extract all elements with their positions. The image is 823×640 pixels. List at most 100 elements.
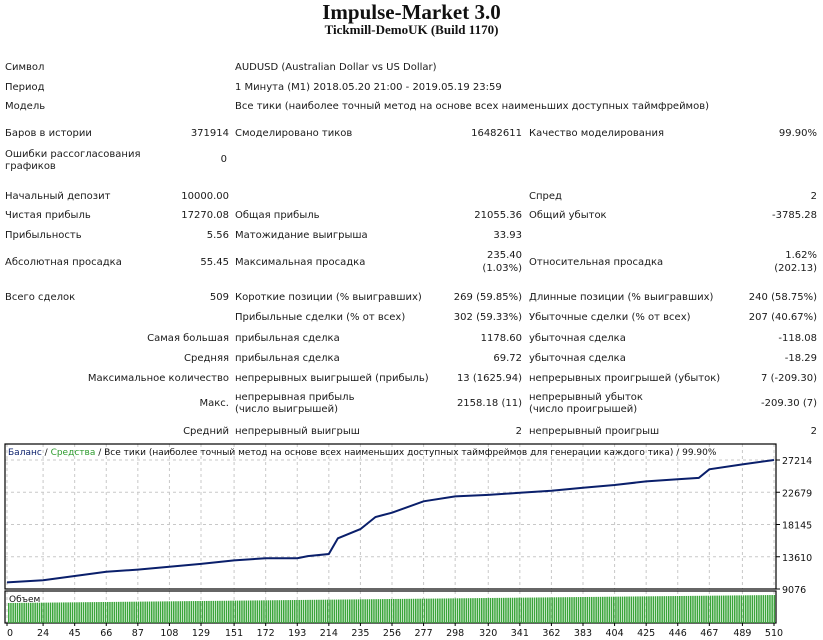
- deposit-value: 10000.00: [181, 191, 229, 202]
- svg-text:341: 341: [511, 628, 529, 639]
- rel-drawdown-amount: (202.13): [774, 263, 817, 274]
- profit-factor-value: 5.56: [206, 230, 229, 241]
- legend-balance: Баланс: [8, 448, 42, 458]
- svg-text:277: 277: [415, 628, 433, 639]
- svg-text:235: 235: [351, 628, 369, 639]
- average-profit-value: 69.72: [493, 353, 522, 364]
- symbol-label: Символ: [5, 62, 45, 73]
- abs-drawdown-value: 55.45: [200, 257, 229, 268]
- report-subtitle: Tickmill-DemoUK (Build 1170): [324, 22, 499, 37]
- avg-consecutive-wins-label: непрерывный выигрыш: [235, 426, 360, 437]
- largest-loss-value: -118.08: [778, 333, 817, 344]
- gross-profit-label: Общая прибыль: [235, 210, 320, 221]
- max-amount-label: Макс.: [199, 398, 229, 409]
- symbol-value: AUDUSD (Australian Dollar vs US Dollar): [235, 62, 437, 73]
- average-profit-label: прибыльная сделка: [235, 353, 340, 364]
- spread-value: 2: [810, 191, 817, 202]
- volume-bars: [8, 595, 776, 623]
- report-title: Impulse-Market 3.0: [322, 0, 501, 24]
- average-label: Средняя: [184, 353, 229, 364]
- bars-value: 371914: [190, 128, 229, 139]
- profit-trades-value: 302 (59.33%): [453, 312, 522, 323]
- svg-text:172: 172: [257, 628, 275, 639]
- max-amount-profit-label: непрерывная прибыль (число выигрышей): [235, 392, 355, 415]
- svg-text:0: 0: [7, 628, 13, 639]
- short-pos-value: 269 (59.85%): [453, 292, 522, 303]
- ticks-label: Смоделировано тиков: [235, 128, 353, 139]
- svg-text:446: 446: [669, 628, 687, 639]
- bars-label: Баров в истории: [5, 128, 92, 139]
- svg-text:383: 383: [574, 628, 592, 639]
- avg-consecutive-losses-value: 2: [810, 426, 817, 437]
- avg-consecutive-wins-value: 2: [515, 426, 522, 437]
- quality-label: Качество моделирования: [529, 128, 664, 139]
- balance-line: [6, 459, 775, 584]
- rel-drawdown-label: Относительная просадка: [529, 257, 664, 268]
- main-chart-frame: [4, 443, 777, 590]
- legend-description: / Все тики (наиболее точный метод на осн…: [95, 448, 717, 458]
- max-count-losses-value: 7 (-209.30): [761, 373, 817, 384]
- svg-text:489: 489: [733, 628, 751, 639]
- avg-consecutive-label: Средний: [183, 426, 229, 437]
- svg-text:404: 404: [606, 628, 624, 639]
- svg-text:24: 24: [37, 628, 49, 639]
- profit-trades-label: Прибыльные сделки (% от всех): [235, 312, 406, 323]
- average-loss-label: убыточная сделка: [529, 353, 626, 364]
- loss-trades-value: 207 (40.67%): [748, 312, 817, 323]
- svg-text:9076: 9076: [782, 585, 806, 596]
- max-count-wins-value: 13 (1625.94): [456, 373, 522, 384]
- max-drawdown-percent: (1.03%): [482, 263, 522, 274]
- svg-text:298: 298: [446, 628, 464, 639]
- mismatch-value: 0: [220, 154, 227, 165]
- svg-text:467: 467: [700, 628, 718, 639]
- total-trades-label: Всего сделок: [5, 292, 76, 303]
- y-axis: 27214 22679 18145 13610 9076: [776, 456, 812, 596]
- volume-panel-frame: [4, 590, 777, 624]
- max-amount-loss-label: непрерывный убыток (число проигрышей): [529, 392, 643, 415]
- svg-text:256: 256: [383, 628, 401, 639]
- abs-drawdown-label: Абсолютная просадка: [5, 257, 122, 268]
- largest-loss-label: убыточная сделка: [529, 333, 626, 344]
- svg-text:510: 510: [765, 628, 783, 639]
- long-pos-label: Длинные позиции (% выигравших): [529, 292, 714, 303]
- ticks-value: 16482611: [471, 128, 522, 139]
- svg-text:193: 193: [288, 628, 306, 639]
- deposit-label: Начальный депозит: [5, 191, 111, 202]
- largest-profit-label: прибыльная сделка: [235, 333, 340, 344]
- max-amount-loss-value: -209.30 (7): [761, 398, 817, 409]
- svg-text:425: 425: [637, 628, 655, 639]
- svg-text:45: 45: [69, 628, 81, 639]
- profit-factor-label: Прибыльность: [5, 230, 82, 241]
- model-value: Все тики (наиболее точный метод на основ…: [235, 101, 710, 112]
- quality-value: 99.90%: [778, 128, 817, 139]
- rel-drawdown-value: 1.62%: [785, 250, 817, 261]
- chart-legend: Баланс / Средства / Все тики (наиболее т…: [8, 448, 717, 458]
- svg-text:27214: 27214: [782, 456, 812, 467]
- avg-consecutive-losses-label: непрерывный проигрыш: [529, 426, 660, 437]
- svg-text:13610: 13610: [782, 553, 812, 564]
- gross-loss-value: -3785.28: [772, 210, 817, 221]
- max-count-losses-label: непрерывных проигрышей (убыток): [529, 373, 721, 384]
- svg-text:18145: 18145: [782, 521, 812, 532]
- max-count-wins-label: непрерывных выигрышей (прибыль): [235, 373, 429, 384]
- average-loss-value: -18.29: [784, 353, 817, 364]
- period-label: Период: [5, 82, 45, 93]
- short-pos-label: Короткие позиции (% выигравших): [235, 292, 422, 303]
- svg-text:320: 320: [479, 628, 497, 639]
- svg-text:87: 87: [132, 628, 144, 639]
- legend-equity: Средства: [51, 448, 96, 458]
- gross-profit-value: 21055.36: [474, 210, 522, 221]
- svg-text:362: 362: [542, 628, 560, 639]
- svg-text:66: 66: [100, 628, 112, 639]
- expected-payoff-label: Матожидание выигрыша: [235, 230, 368, 241]
- model-label: Модель: [5, 101, 46, 112]
- chart-grid: [5, 444, 776, 623]
- svg-text:151: 151: [225, 628, 243, 639]
- total-trades-value: 509: [209, 292, 229, 303]
- balance-chart: Баланс / Средства / Все тики (наиболее т…: [4, 443, 812, 639]
- svg-text:108: 108: [160, 628, 178, 639]
- period-value: 1 Минута (M1) 2018.05.20 21:00 - 2019.05…: [235, 82, 502, 93]
- svg-text:129: 129: [192, 628, 210, 639]
- max-amount-profit-value: 2158.18 (11): [456, 398, 522, 409]
- mismatch-label: Ошибки рассогласования графиков: [5, 149, 141, 172]
